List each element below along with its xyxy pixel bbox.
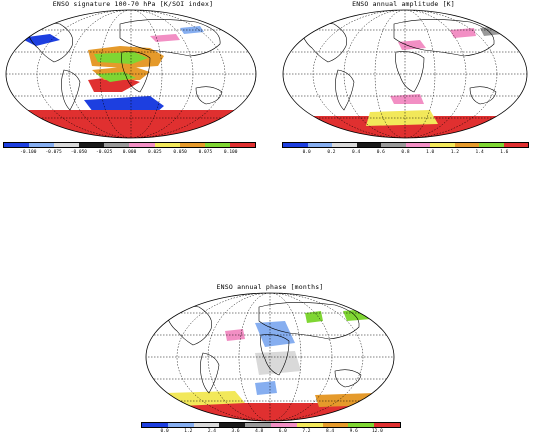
colorbar — [282, 142, 529, 148]
colorbar-tick-label: 0.0 — [302, 150, 311, 155]
field-green-ne — [343, 309, 371, 321]
colorbar-tick-label: -0.100 — [20, 150, 37, 155]
continent-south-america — [61, 69, 81, 111]
colorbar — [3, 142, 256, 148]
colorbar-tick-label: 1.4 — [475, 150, 484, 155]
panel-enso-amplitude: ENSO annual amplitude [K] — [270, 0, 537, 165]
colorbar-tick-label: 4.8 — [255, 429, 264, 434]
colorbar-tick-label: 1.6 — [500, 150, 509, 155]
field-blue-north — [20, 34, 60, 46]
map-enso-amplitude — [282, 9, 528, 139]
colorbar-swatch — [356, 143, 381, 147]
colorbar-swatch — [54, 143, 80, 147]
colorbar-swatch — [179, 143, 205, 147]
colorbar-tick-label: 1.2 — [184, 429, 193, 434]
field-pink-mid — [390, 94, 424, 104]
map-outline — [145, 292, 395, 422]
field-lightblue-mid — [255, 321, 295, 347]
colorbar-swatch — [296, 423, 323, 427]
colorbar-tick-label: 3.6 — [231, 429, 240, 434]
map-outline — [5, 9, 257, 139]
colorbar-tick-label: 0.8 — [401, 150, 410, 155]
colorbar-tick-label: -0.050 — [70, 150, 88, 155]
continent-north-america — [25, 22, 74, 63]
colorbar-tick-label: 0.100 — [223, 150, 238, 155]
colorbar-tick-label: 6.0 — [278, 429, 287, 434]
panel-title: ENSO signature 100-70 hPa [K/SOI index] — [52, 0, 214, 8]
colorbar-tick-label: 0.050 — [173, 150, 187, 155]
map-enso-phase — [145, 292, 395, 422]
colorbar-swatch — [322, 423, 349, 427]
colorbar-labels: 0.0 0.2 0.4 0.6 0.8 1.0 1.2 1.4 1.6 — [282, 150, 529, 156]
map-enso-signature — [5, 9, 257, 139]
panel-enso-phase: ENSO annual phase [months] — [135, 283, 405, 435]
colorbar-swatch — [348, 423, 375, 427]
field-red-south — [6, 110, 256, 138]
colorbar-swatch — [204, 143, 230, 147]
panel-title: ENSO annual amplitude [K] — [352, 0, 455, 8]
colorbar-tick-label: 0.000 — [122, 150, 137, 155]
colorbar-tick-label: 8.4 — [326, 429, 335, 434]
colorbar-swatch — [283, 143, 308, 147]
colorbar-swatch — [167, 423, 194, 427]
colorbar-tick-label: 9.6 — [349, 429, 358, 434]
colorbar-swatch — [104, 143, 130, 147]
panel-enso-signature: ENSO signature 100-70 hPa [K/SOI index] — [0, 0, 270, 165]
colorbar-tick-label: 0.4 — [352, 150, 361, 155]
colorbar-swatch — [479, 143, 504, 147]
colorbar-swatch — [245, 423, 271, 427]
field-yellow-south — [366, 110, 438, 126]
colorbar-swatch — [154, 143, 180, 147]
colorbar-swatch — [229, 143, 255, 147]
colorbar-swatch — [307, 143, 332, 147]
field-green-mid — [96, 72, 136, 82]
continent-australia — [195, 86, 223, 105]
colorbar-tick-label: 2.4 — [207, 429, 216, 434]
colorbar-tick-label: 0.075 — [198, 150, 213, 155]
colorbar-swatch — [430, 143, 455, 147]
continent-africa — [121, 51, 151, 93]
field-pink-north — [150, 34, 180, 42]
colorbar-tick-label: 1.0 — [426, 150, 435, 155]
colorbar-swatch — [29, 143, 55, 147]
colorbar-swatch — [381, 143, 406, 147]
field-green-upper — [94, 52, 148, 64]
colorbar-labels: -0.100 -0.075 -0.050 -0.025 0.000 0.025 0.050 0… — [3, 150, 256, 156]
field-green-north — [305, 311, 323, 323]
colorbar-tick-label: 0.2 — [327, 150, 336, 155]
colorbar-swatch — [219, 423, 246, 427]
colorbar-tick-label: -0.075 — [45, 150, 62, 155]
colorbar-tick-label: 7.2 — [302, 429, 311, 434]
colorbar-swatch — [454, 143, 479, 147]
colorbar-swatch — [79, 143, 105, 147]
colorbar-tick-label: 0.6 — [376, 150, 385, 155]
colorbar-swatch — [374, 423, 400, 427]
colorbar-tick-label: 12.0 — [371, 429, 383, 434]
colorbar-swatch — [270, 423, 297, 427]
colorbar — [141, 422, 401, 428]
map-outline — [282, 9, 528, 139]
colorbar-swatch — [142, 423, 168, 427]
colorbar-swatch — [332, 143, 357, 147]
field-pink-north-1 — [398, 40, 426, 50]
colorbar-swatch — [405, 143, 430, 147]
colorbar-tick-label: 0.0 — [160, 429, 169, 434]
continent-eurasia — [119, 19, 221, 57]
field-gray-mid — [255, 351, 301, 375]
colorbar-swatch — [4, 143, 30, 147]
colorbar-swatch — [129, 143, 155, 147]
colorbar-tick-label: 0.025 — [148, 150, 162, 155]
colorbar-swatch — [503, 143, 528, 147]
colorbar-tick-label: -0.025 — [96, 150, 113, 155]
colorbar-tick-label: 1.2 — [450, 150, 459, 155]
field-pink-north-2 — [450, 28, 476, 38]
colorbar-swatch — [193, 423, 220, 427]
field-blue-south — [255, 381, 277, 395]
panel-title: ENSO annual phase [months] — [216, 283, 324, 291]
colorbar-labels: 0.0 1.2 2.4 3.6 4.8 6.0 7.2 8.4 9.6 12.0 — [141, 429, 401, 435]
